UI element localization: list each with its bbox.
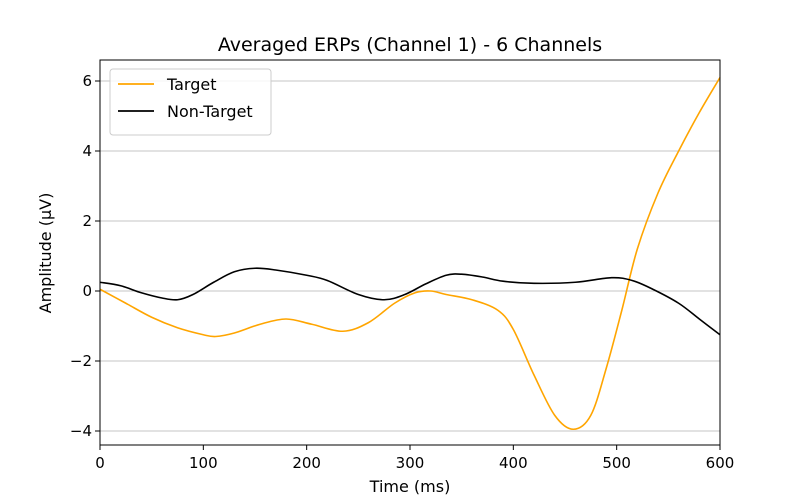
y-tick-label: −2 <box>70 352 92 370</box>
series-line-non-target <box>99 267 721 336</box>
x-tick-label: 300 <box>396 454 425 472</box>
legend: Target Non-Target <box>109 68 272 136</box>
y-tick-label: 6 <box>82 72 92 90</box>
series-line-target <box>99 77 721 431</box>
chart-title: Averaged ERPs (Channel 1) - 6 Channels <box>218 34 602 56</box>
legend-box <box>109 68 272 136</box>
y-tick-label: 4 <box>82 142 92 160</box>
y-tick-label: 2 <box>82 212 92 230</box>
x-tick-label: 400 <box>499 454 528 472</box>
y-axis-label: Amplitude (μV) <box>36 193 55 314</box>
legend-label-non-target: Non-Target <box>167 102 253 121</box>
x-tick-label: 600 <box>706 454 735 472</box>
y-tick-label: −4 <box>70 422 92 440</box>
y-tick-label: 0 <box>82 282 92 300</box>
x-tick-label: 500 <box>602 454 631 472</box>
x-tick-label: 0 <box>95 454 105 472</box>
ticks-layer: −4 −2 0 2 4 6 0 100 200 300 400 500 600 <box>70 72 734 472</box>
x-tick-label: 200 <box>292 454 321 472</box>
x-axis-label: Time (ms) <box>369 477 451 496</box>
series-layer <box>99 77 721 431</box>
x-tick-label: 100 <box>189 454 218 472</box>
legend-label-target: Target <box>166 75 217 94</box>
